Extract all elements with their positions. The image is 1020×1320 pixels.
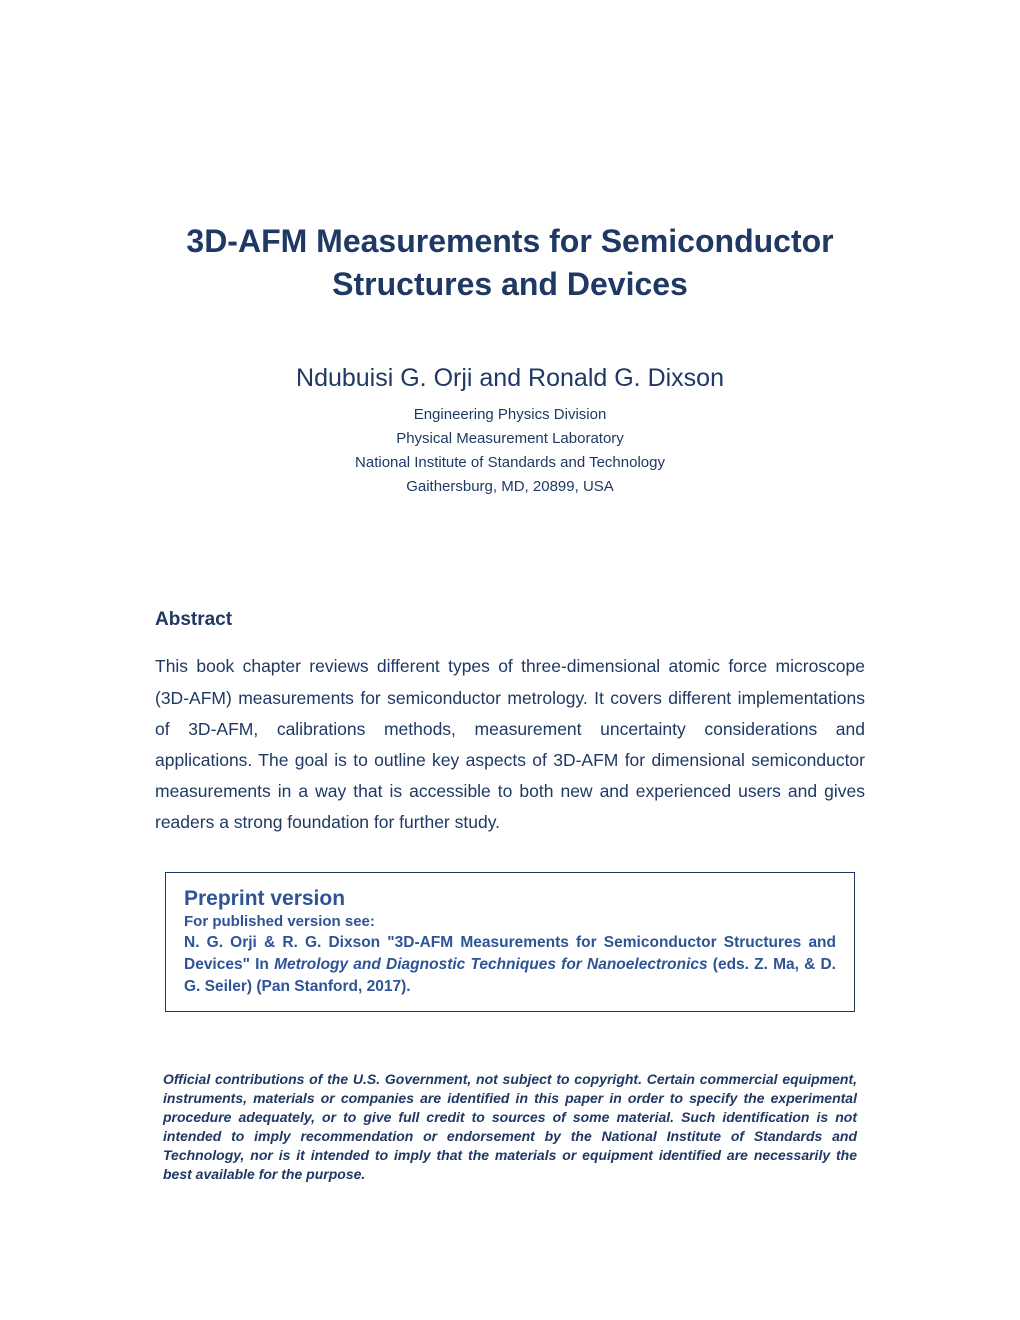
paper-title: 3D-AFM Measurements for Semiconductor St… xyxy=(155,220,865,306)
preprint-heading: Preprint version xyxy=(184,887,836,911)
disclaimer-text: Official contributions of the U.S. Gover… xyxy=(155,1070,865,1183)
affil-line: Physical Measurement Laboratory xyxy=(155,427,865,451)
affil-line: Engineering Physics Division xyxy=(155,403,865,427)
cite-italic: Metrology and Diagnostic Techniques for … xyxy=(274,956,713,973)
affil-line: National Institute of Standards and Tech… xyxy=(155,451,865,475)
paper-authors: Ndubuisi G. Orji and Ronald G. Dixson xyxy=(155,364,865,393)
affil-line: Gaithersburg, MD, 20899, USA xyxy=(155,475,865,499)
preprint-subheading: For published version see: xyxy=(184,913,836,930)
affiliation-block: Engineering Physics Division Physical Me… xyxy=(155,403,865,499)
abstract-body: This book chapter reviews different type… xyxy=(155,651,865,838)
preprint-citation: N. G. Orji & R. G. Dixson "3D-AFM Measur… xyxy=(184,932,836,997)
preprint-box: Preprint version For published version s… xyxy=(165,872,855,1012)
abstract-heading: Abstract xyxy=(155,609,865,631)
